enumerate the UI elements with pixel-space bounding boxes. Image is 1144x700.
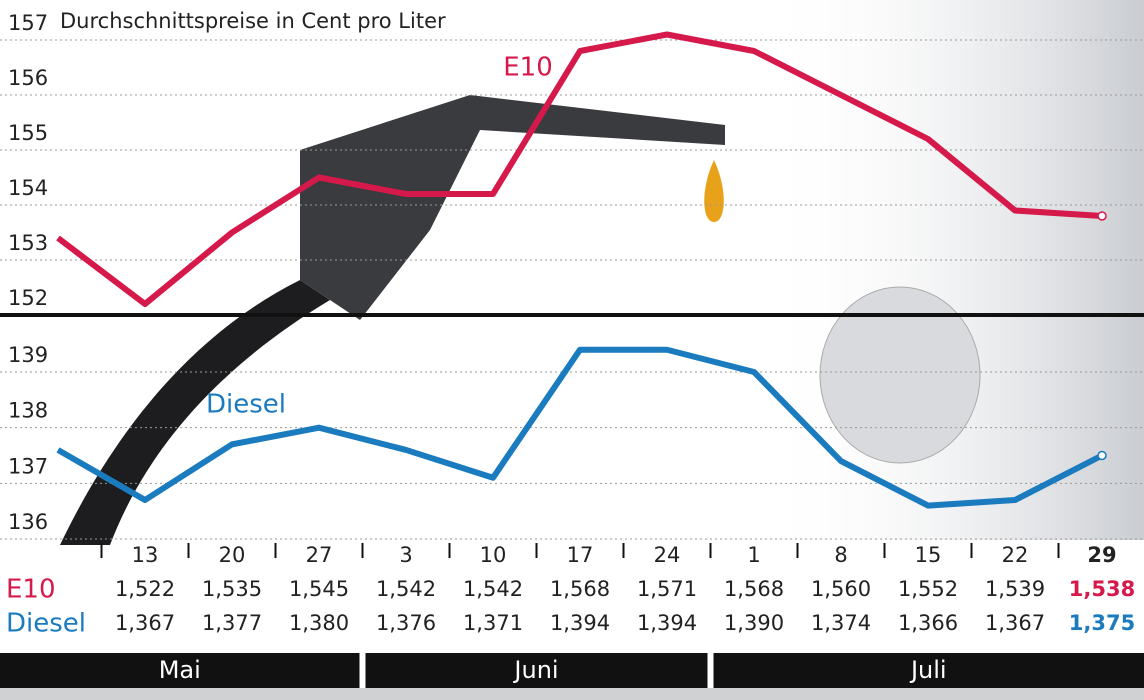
table-value: 1,568 bbox=[550, 577, 610, 601]
table-value: 1,394 bbox=[550, 611, 610, 635]
table-value: 1,376 bbox=[376, 611, 436, 635]
table-value: 1,390 bbox=[724, 611, 784, 635]
fuel-drop bbox=[704, 160, 724, 222]
x-tick-label: 24 bbox=[654, 543, 681, 567]
series-label: Diesel bbox=[206, 390, 286, 420]
month-label: Juli bbox=[909, 656, 947, 684]
table-value: 1,538 bbox=[1069, 577, 1135, 601]
y-tick-label: 139 bbox=[8, 343, 48, 367]
table-value: 1,367 bbox=[985, 611, 1045, 635]
x-tick-label: 1 bbox=[747, 543, 760, 567]
x-tick-label: 10 bbox=[480, 543, 507, 567]
x-tick-label: 8 bbox=[834, 543, 847, 567]
end-point bbox=[1098, 452, 1106, 460]
row-label: Diesel bbox=[6, 609, 86, 639]
table-value: 1,535 bbox=[202, 577, 262, 601]
x-tick-label: 13 bbox=[132, 543, 159, 567]
table-value: 1,568 bbox=[724, 577, 784, 601]
x-tick-label: 27 bbox=[306, 543, 333, 567]
table-value: 1,375 bbox=[1069, 611, 1135, 635]
y-tick-label: 155 bbox=[8, 121, 48, 145]
y-tick-label: 137 bbox=[8, 454, 48, 478]
table-value: 1,377 bbox=[202, 611, 262, 635]
month-label: Juni bbox=[512, 656, 558, 684]
table-value: 1,552 bbox=[898, 577, 958, 601]
table-value: 1,539 bbox=[985, 577, 1045, 601]
month-gap bbox=[708, 653, 714, 688]
table-value: 1,371 bbox=[463, 611, 523, 635]
y-tick-label: 138 bbox=[8, 399, 48, 423]
month-gap bbox=[360, 653, 366, 688]
x-tick-label: 29 bbox=[1087, 543, 1116, 567]
table-value: 1,394 bbox=[637, 611, 697, 635]
chart-title: Durchschnittspreise in Cent pro Liter bbox=[60, 9, 446, 33]
y-tick-label: 152 bbox=[8, 286, 48, 310]
chart: Durchschnittspreise in Cent pro Liter 15… bbox=[0, 0, 1144, 700]
x-tick-label: 3 bbox=[399, 543, 412, 567]
x-tick-label: 20 bbox=[219, 543, 246, 567]
table-value: 1,380 bbox=[289, 611, 349, 635]
table-value: 1,571 bbox=[637, 577, 697, 601]
y-tick-label: 156 bbox=[8, 66, 48, 90]
x-tick-label: 17 bbox=[567, 543, 594, 567]
table-value: 1,374 bbox=[811, 611, 871, 635]
month-label: Mai bbox=[159, 656, 201, 684]
bottom-strip bbox=[0, 688, 1144, 700]
x-tick-label: 22 bbox=[1002, 543, 1029, 567]
table-value: 1,366 bbox=[898, 611, 958, 635]
x-tick-label: 15 bbox=[915, 543, 942, 567]
table-value: 1,542 bbox=[376, 577, 436, 601]
table-value: 1,542 bbox=[463, 577, 523, 601]
y-tick-label: 153 bbox=[8, 231, 48, 255]
row-label: E10 bbox=[6, 575, 56, 605]
table-value: 1,545 bbox=[289, 577, 349, 601]
y-tick-label: 136 bbox=[8, 510, 48, 534]
table-value: 1,522 bbox=[115, 577, 175, 601]
y-tick-label: 157 bbox=[8, 11, 48, 35]
end-point bbox=[1098, 212, 1106, 220]
fuel-nozzle bbox=[300, 95, 725, 320]
fuel-hose bbox=[60, 280, 330, 545]
y-tick-label: 154 bbox=[8, 176, 48, 200]
series-label: E10 bbox=[503, 53, 553, 83]
table-value: 1,367 bbox=[115, 611, 175, 635]
table-value: 1,560 bbox=[811, 577, 871, 601]
